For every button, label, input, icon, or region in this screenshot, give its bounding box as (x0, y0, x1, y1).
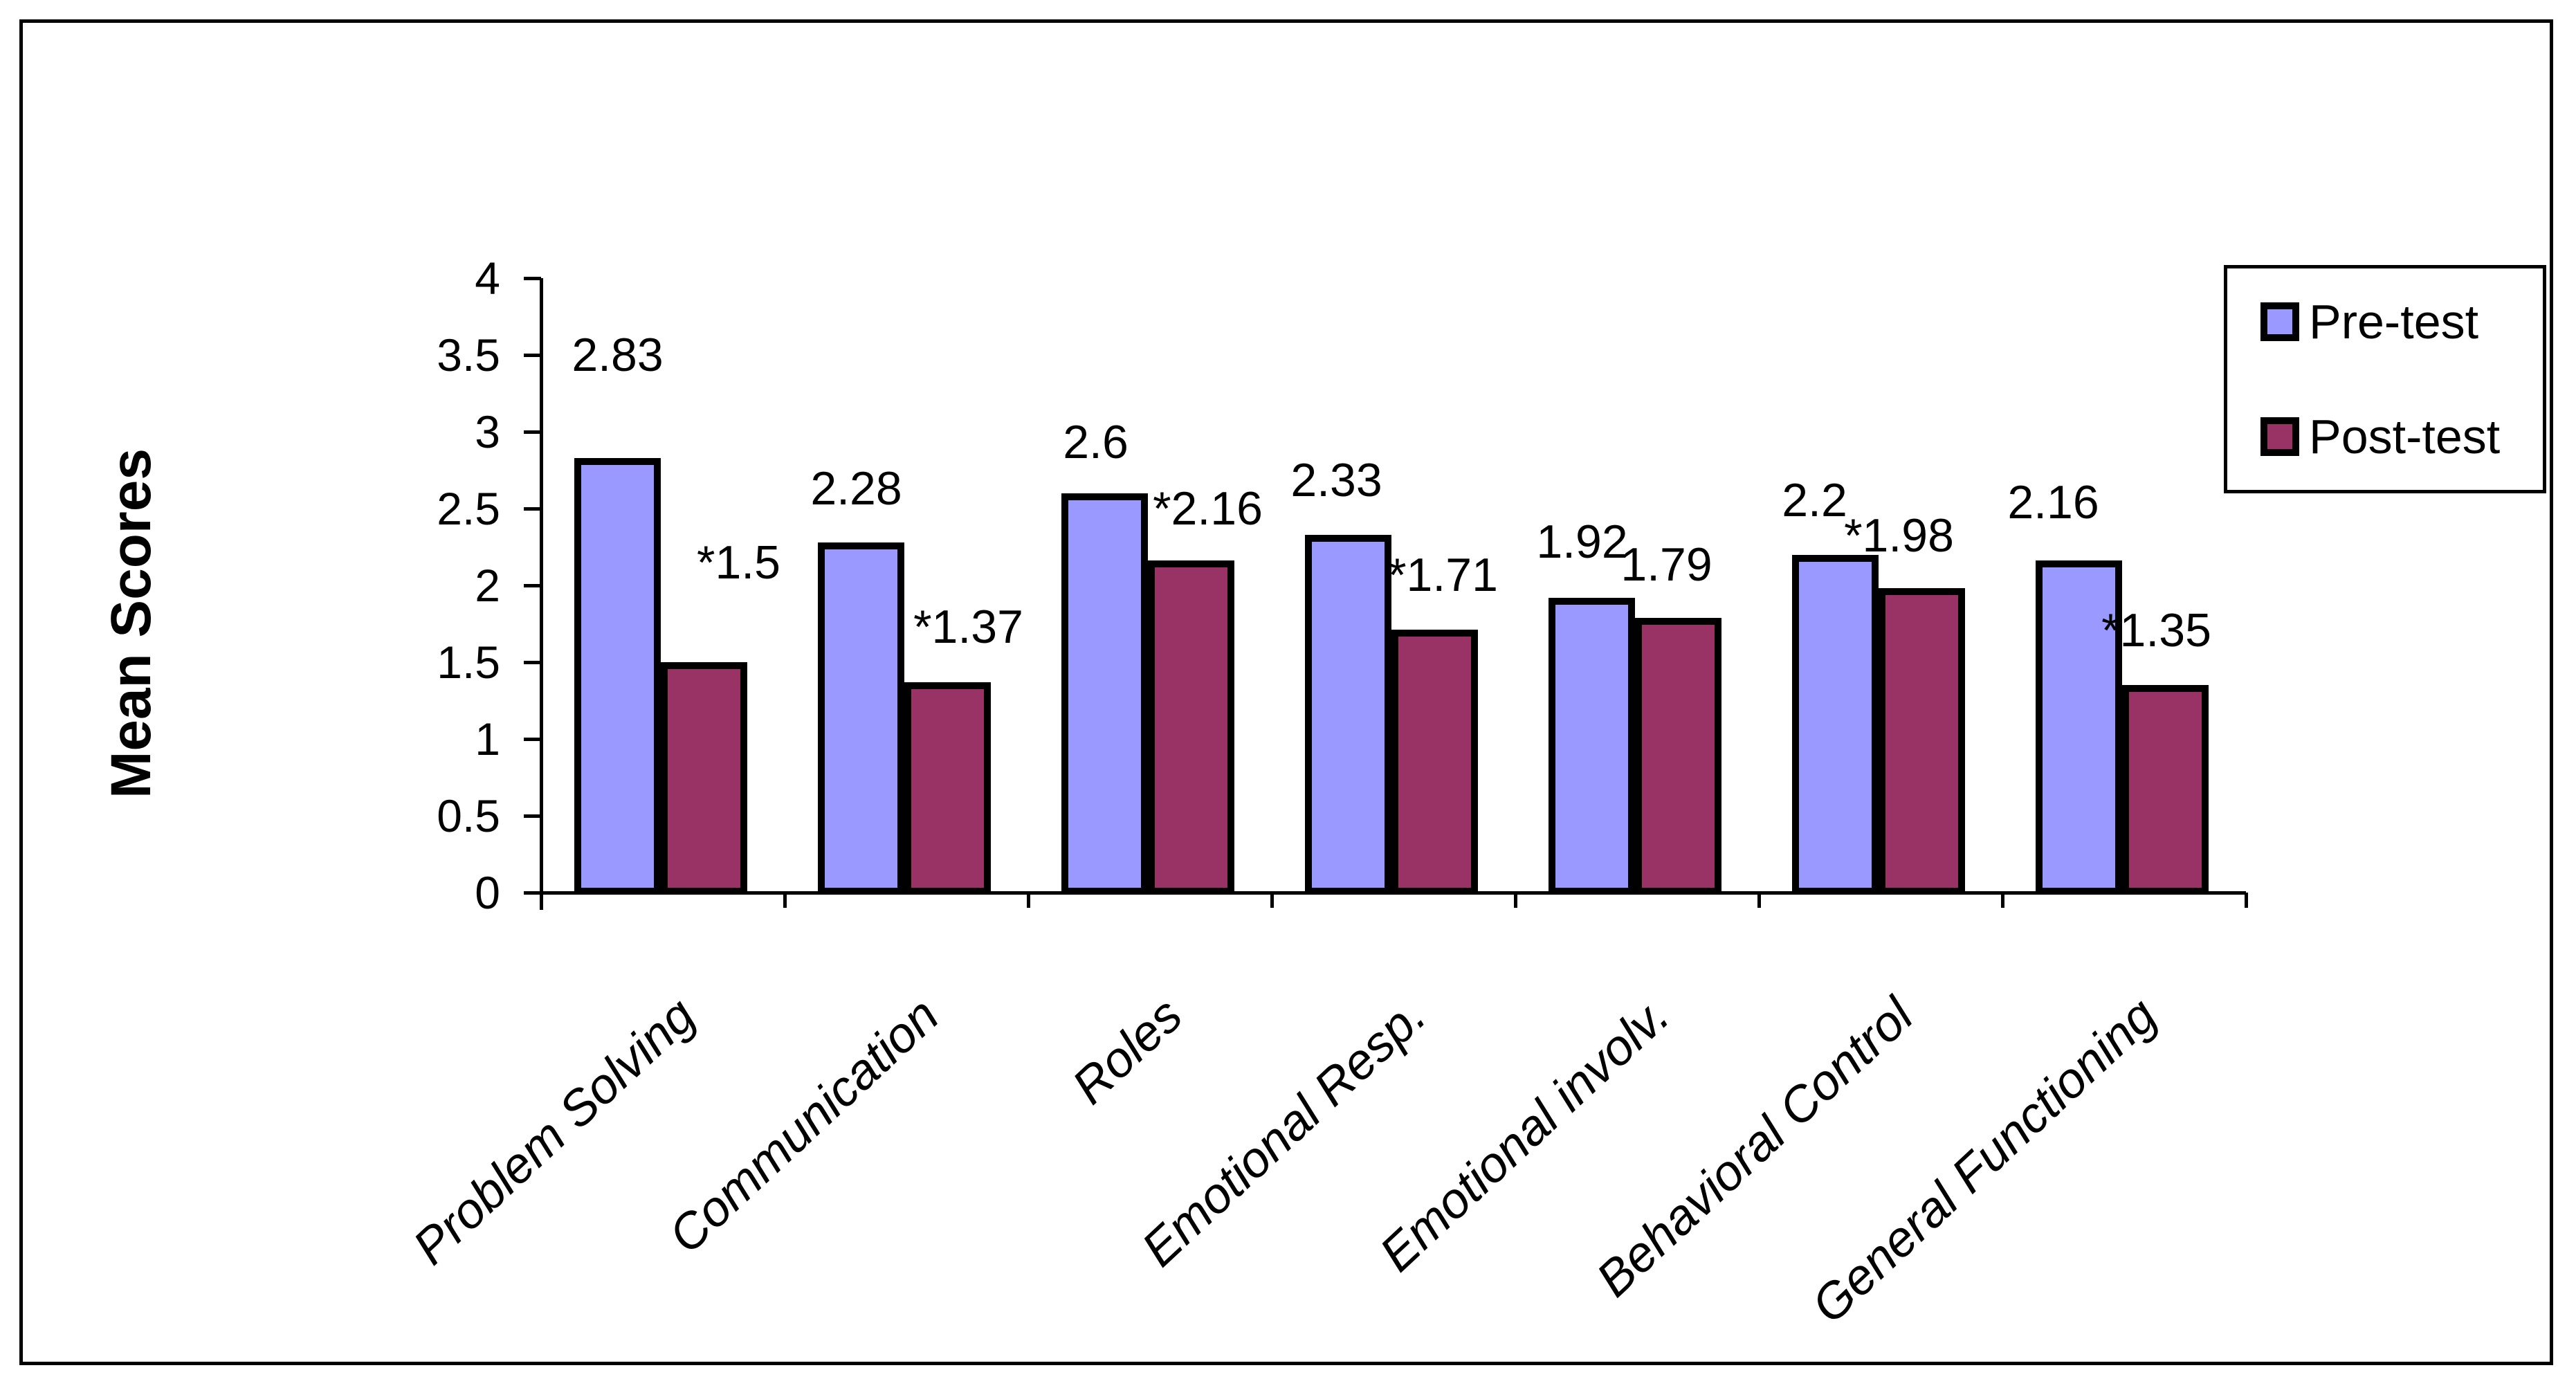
value-label-pre-test-emotional-involv: 1.92 (1536, 515, 1628, 568)
y-tick-0-5 (524, 814, 541, 818)
bar-post-test-behavioral-control (1879, 588, 1965, 895)
value-label-post-test-problem-solving: *1.5 (697, 536, 780, 589)
x-tick-7 (2245, 893, 2248, 908)
y-tick-1-5 (524, 661, 541, 664)
value-label-pre-test-behavioral-control: 2.2 (1782, 473, 1847, 527)
y-tick-label-3-5: 3.5 (437, 329, 500, 381)
y-tick-2-5 (524, 507, 541, 511)
value-label-pre-test-communication: 2.28 (810, 462, 902, 515)
value-label-post-test-behavioral-control: *1.98 (1844, 509, 1954, 563)
bar-post-test-general-functioning (2122, 685, 2209, 895)
legend: Pre-test Post-test (2224, 265, 2546, 493)
legend-swatch-post-test-icon (2260, 417, 2299, 456)
y-tick-label-1: 1 (475, 713, 500, 765)
x-tick-0 (540, 893, 543, 908)
value-label-pre-test-general-functioning: 2.16 (2007, 476, 2099, 529)
y-tick-label-4: 4 (475, 253, 500, 304)
value-label-post-test-communication: *1.37 (913, 600, 1023, 653)
bar-pre-test-emotional-resp (1305, 534, 1391, 895)
bar-post-test-emotional-involv (1635, 617, 1721, 895)
value-label-pre-test-roles: 2.6 (1063, 415, 1129, 468)
legend-label-pre-test: Pre-test (2309, 295, 2479, 349)
value-label-post-test-roles: *2.16 (1153, 482, 1263, 536)
x-tick-1 (783, 893, 787, 908)
bar-pre-test-general-functioning (2036, 560, 2122, 895)
bar-post-test-roles (1148, 560, 1234, 895)
value-label-pre-test-emotional-resp: 2.33 (1290, 453, 1382, 506)
x-tick-5 (1757, 893, 1761, 908)
legend-label-post-test: Post-test (2309, 410, 2501, 464)
y-axis-line (540, 278, 543, 910)
y-tick-label-2-5: 2.5 (437, 483, 500, 534)
y-tick-3-5 (524, 354, 541, 357)
bar-pre-test-behavioral-control (1792, 554, 1879, 895)
legend-item-post-test: Post-test (2260, 412, 2536, 461)
x-tick-2 (1027, 893, 1030, 908)
y-tick-label-1-5: 1.5 (437, 637, 500, 688)
x-tick-4 (1514, 893, 1517, 908)
value-label-post-test-emotional-involv: 1.79 (1620, 538, 1712, 591)
bar-pre-test-problem-solving (574, 457, 661, 895)
y-tick-label-3: 3 (475, 406, 500, 457)
x-tick-6 (2001, 893, 2004, 908)
x-tick-3 (1270, 893, 1274, 908)
value-label-post-test-emotional-resp: *1.71 (1388, 549, 1498, 602)
bar-post-test-problem-solving (661, 662, 747, 895)
value-label-pre-test-problem-solving: 2.83 (572, 328, 664, 381)
legend-item-pre-test: Pre-test (2260, 298, 2536, 346)
bar-post-test-communication (904, 682, 991, 895)
y-tick-3 (524, 430, 541, 434)
y-tick-4 (524, 277, 541, 280)
y-tick-1 (524, 738, 541, 741)
chart-border-frame (19, 19, 2553, 1365)
y-tick-2 (524, 584, 541, 587)
bar-post-test-emotional-resp (1391, 630, 1478, 895)
y-tick-0 (524, 891, 541, 895)
y-axis-title: Mean Scores (100, 448, 163, 798)
y-tick-label-0: 0 (475, 867, 500, 918)
bar-pre-test-roles (1061, 493, 1148, 895)
y-tick-label-0-5: 0.5 (437, 790, 500, 841)
value-label-post-test-general-functioning: *1.35 (2101, 604, 2211, 657)
bar-pre-test-communication (818, 542, 904, 895)
legend-swatch-pre-test-icon (2260, 302, 2299, 341)
y-tick-label-2: 2 (475, 560, 500, 611)
bar-pre-test-emotional-involv (1549, 597, 1635, 895)
